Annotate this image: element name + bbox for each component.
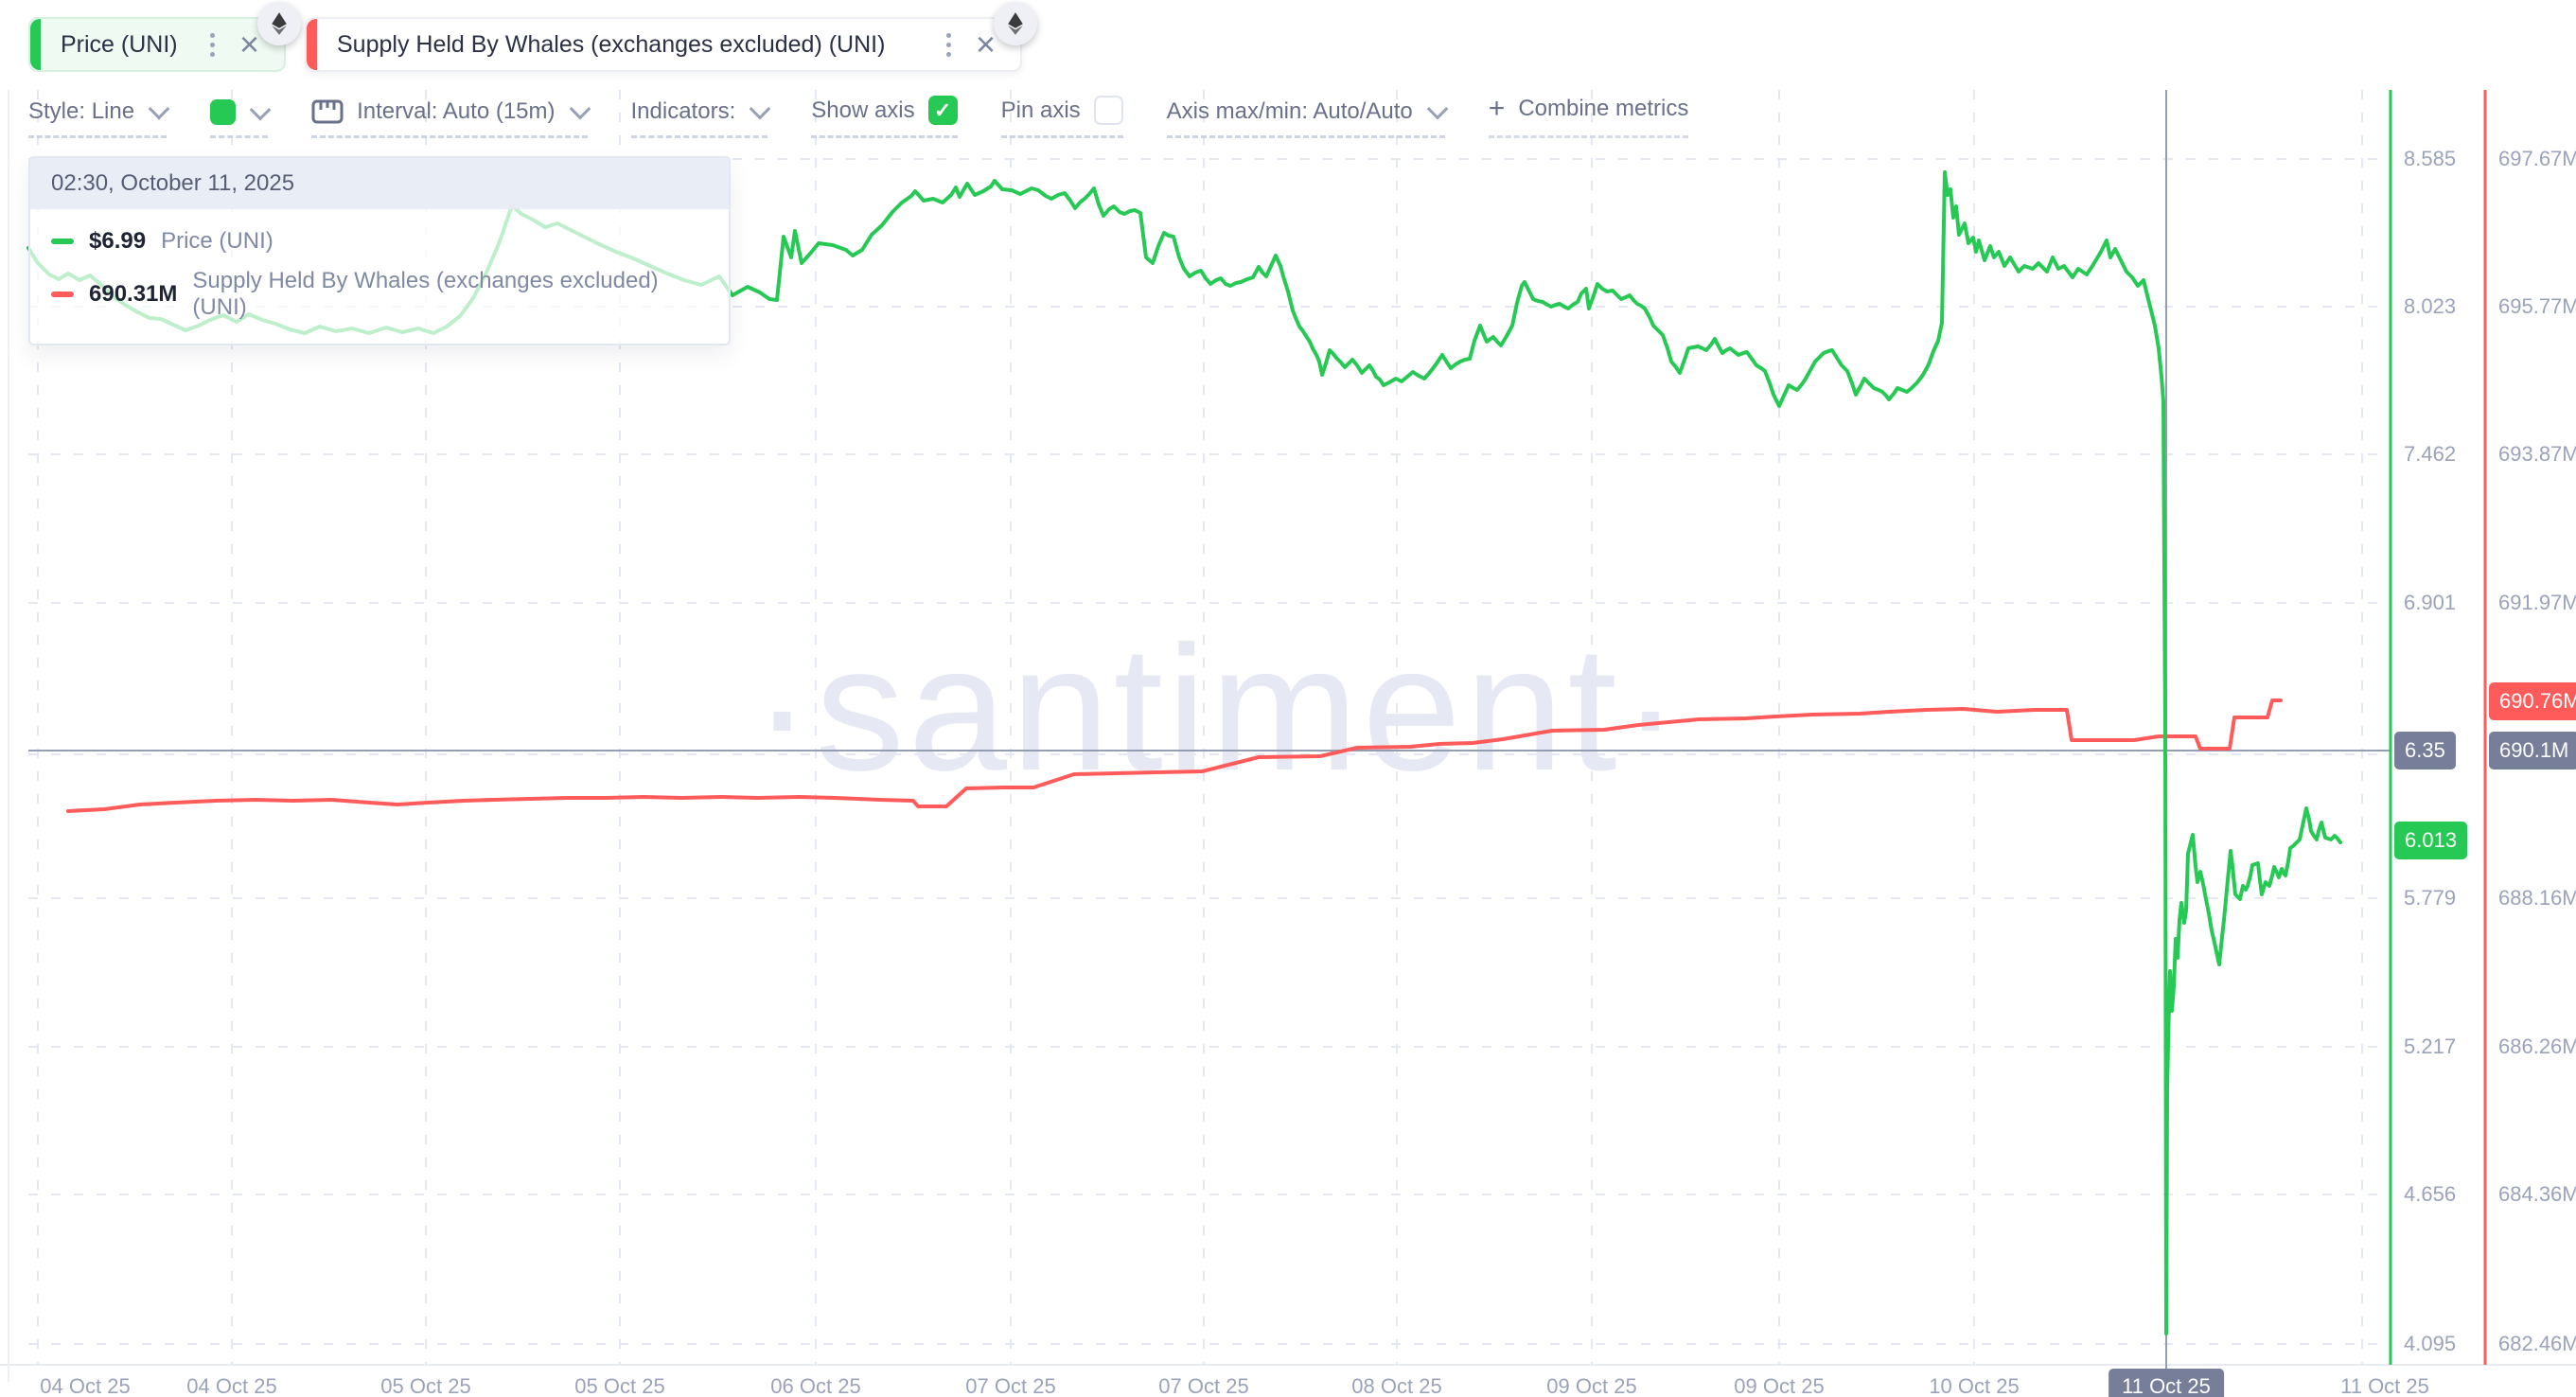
plus-icon: + — [1488, 93, 1506, 124]
supply-axis-tick-label: 682.46M — [2498, 1332, 2576, 1355]
tooltip-supply-label: Supply Held By Whales (exchanges exclude… — [192, 268, 659, 320]
style-dropdown[interactable]: Style: Line — [28, 97, 170, 138]
close-icon[interactable]: × — [238, 25, 259, 63]
tooltip-timestamp: 02:30, October 11, 2025 — [30, 158, 729, 209]
axis-maxmin-dropdown[interactable]: Axis max/min: Auto/Auto — [1166, 97, 1449, 138]
x-axis-tick-label: 07 Oct 25 — [1158, 1374, 1249, 1397]
price-series-line[interactable] — [26, 170, 2342, 1335]
santiment-watermark: ·santiment· — [752, 609, 1685, 807]
tooltip-price-label: Price (UNI) — [161, 228, 273, 254]
x-axis-tick-label: 07 Oct 25 — [965, 1374, 1056, 1397]
price-legend-dash-icon — [51, 239, 74, 244]
tooltip-row-price: $6.99 Price (UNI) — [51, 228, 708, 255]
supply-axis-tick-label: 697.67M — [2498, 147, 2576, 170]
supply-axis-tick-label: 693.87M — [2498, 442, 2576, 466]
x-axis-tick-label: 11 Oct 25 — [2340, 1374, 2429, 1397]
x-axis-tick-label: 04 Oct 25 — [40, 1374, 131, 1397]
tooltip-body: $6.99 Price (UNI) 690.31M Supply Held By… — [30, 209, 729, 344]
supply-legend-dash-icon — [51, 292, 74, 297]
combine-metrics-label: Combine metrics — [1518, 96, 1689, 121]
combine-metrics-button[interactable]: + Combine metrics — [1488, 93, 1689, 138]
price-last-value-badge: 6.013 — [2394, 822, 2468, 859]
x-axis-tick-label: 05 Oct 25 — [380, 1374, 471, 1397]
price-cursor-badge: 6.35 — [2394, 732, 2456, 769]
interval-label: Interval: Auto (15m) — [357, 98, 556, 124]
close-icon[interactable]: × — [975, 25, 996, 63]
supply-axis-tick-label: 688.16M — [2498, 886, 2576, 910]
supply-axis-tick-label: 695.77M — [2498, 294, 2576, 318]
x-axis-tick-label: 04 Oct 25 — [186, 1374, 277, 1397]
x-axis-tick-label: 09 Oct 25 — [1734, 1374, 1825, 1397]
ethereum-icon — [257, 2, 301, 45]
axis-maxmin-label: Axis max/min: Auto/Auto — [1166, 98, 1413, 124]
supply-series-line[interactable] — [66, 698, 2283, 813]
supply-axis-tick-label: 691.97M — [2498, 591, 2576, 614]
tooltip-price-value: $6.99 — [89, 228, 147, 254]
ethereum-icon — [994, 2, 1037, 45]
indicators-label: Indicators: — [630, 98, 736, 124]
left-edge-divider — [8, 90, 9, 1382]
kebab-menu-icon[interactable] — [209, 32, 215, 57]
metric-tab-supply[interactable]: Supply Held By Whales (exchanges exclude… — [305, 2, 1037, 72]
x-axis-tick-label: 10 Oct 25 — [1929, 1374, 2020, 1397]
chevron-down-icon — [749, 97, 771, 120]
show-axis-checkbox[interactable]: ✓ — [927, 96, 958, 125]
chart-toolbar: Style: Line Interval: Auto (15m) Indicat… — [28, 93, 1689, 138]
pin-axis-toggle[interactable]: Pin axis — [1000, 96, 1123, 138]
x-axis-tick-label: 09 Oct 25 — [1546, 1374, 1637, 1397]
line-color-swatch — [210, 99, 237, 125]
supply-cursor-badge: 690.1M — [2489, 732, 2576, 769]
chevron-down-icon — [569, 97, 591, 120]
chart-tooltip: 02:30, October 11, 2025 $6.99 Price (UNI… — [28, 156, 731, 345]
ruler-icon — [311, 98, 344, 125]
chevron-down-icon — [148, 97, 170, 120]
x-axis-tick-label: 06 Oct 25 — [770, 1374, 861, 1397]
chevron-down-icon — [249, 98, 272, 120]
price-axis-tick-label: 6.901 — [2404, 591, 2457, 614]
line-color-dropdown[interactable] — [210, 98, 272, 138]
pin-axis-checkbox[interactable] — [1093, 96, 1123, 125]
price-axis-tick-label: 4.656 — [2404, 1182, 2457, 1206]
interval-dropdown[interactable]: Interval: Auto (15m) — [311, 97, 591, 138]
x-axis-tick-label: 05 Oct 25 — [574, 1374, 665, 1397]
x-axis-tick-label: 08 Oct 25 — [1351, 1374, 1442, 1397]
supply-last-value-badge: 690.76M — [2489, 682, 2576, 720]
price-axis-tick-label: 8.585 — [2404, 147, 2457, 170]
price-axis-tick-label: 7.462 — [2404, 442, 2457, 466]
tooltip-supply-value: 690.31M — [89, 281, 178, 307]
price-axis-tick-label: 5.217 — [2404, 1034, 2457, 1058]
kebab-menu-icon[interactable] — [945, 32, 951, 57]
x-axis-cursor-date-badge: 11 Oct 25 — [2108, 1369, 2224, 1397]
style-label: Style: Line — [28, 98, 135, 124]
supply-axis-tick-label: 686.26M — [2498, 1034, 2576, 1058]
show-axis-label: Show axis — [811, 97, 915, 123]
metric-tab-supply-label: Supply Held By Whales (exchanges exclude… — [337, 30, 886, 58]
price-axis-tick-label: 4.095 — [2404, 1332, 2457, 1355]
supply-axis-tick-label: 684.36M — [2498, 1182, 2576, 1206]
metric-tab-price-label: Price (UNI) — [61, 30, 178, 58]
chevron-down-icon — [1426, 97, 1449, 120]
price-axis-tick-label: 8.023 — [2404, 294, 2457, 318]
pin-axis-label: Pin axis — [1000, 97, 1081, 123]
price-axis-tick-label: 5.779 — [2404, 886, 2457, 910]
show-axis-toggle[interactable]: Show axis ✓ — [811, 96, 958, 138]
tooltip-row-supply: 690.31M Supply Held By Whales (exchanges… — [51, 268, 708, 321]
metric-tab-price[interactable]: Price (UNI) × — [28, 2, 301, 72]
indicators-dropdown[interactable]: Indicators: — [630, 97, 771, 138]
